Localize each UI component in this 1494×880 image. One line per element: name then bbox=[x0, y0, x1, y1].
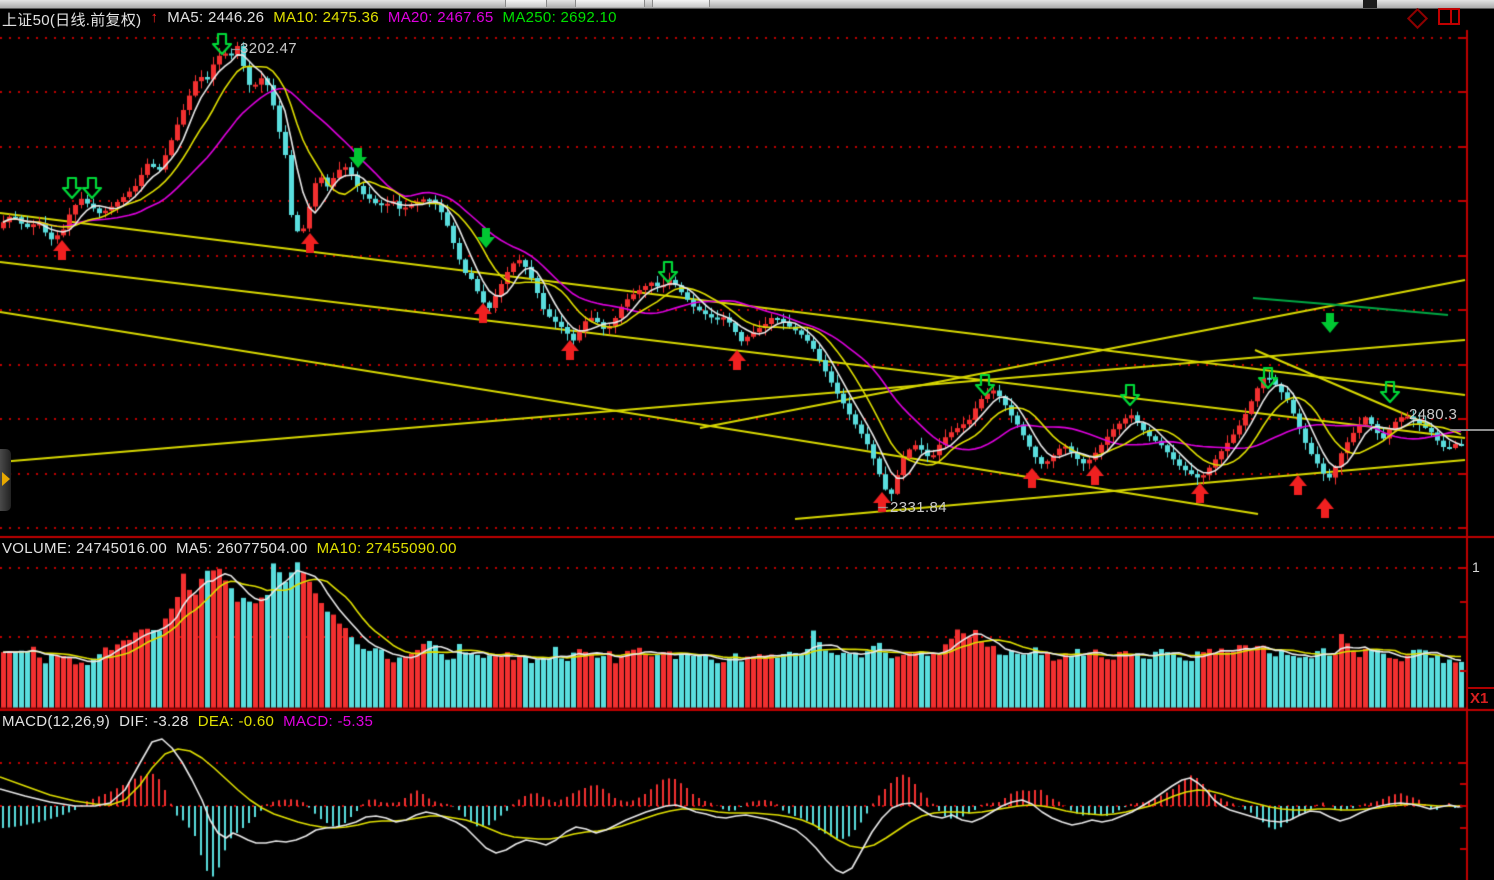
strip-gap bbox=[1363, 0, 1377, 8]
macd-name: MACD(12,26,9) bbox=[2, 713, 111, 730]
strip-button[interactable] bbox=[505, 0, 547, 7]
last-price-dash bbox=[1450, 429, 1494, 431]
dea-value: DEA: -0.60 bbox=[197, 713, 275, 730]
up-arrow-icon: ↑ bbox=[150, 9, 159, 26]
volume-legend: VOLUME: 24745016.00 MA5: 26077504.00 MA1… bbox=[2, 540, 457, 557]
ma5-value: MA5: 2446.26 bbox=[167, 9, 265, 26]
last-price-label: 2480.3 bbox=[1409, 406, 1458, 423]
instrument-title: 上证50(日线.前复权) bbox=[2, 12, 142, 29]
macd-legend: MACD(12,26,9) DIF: -3.28 DEA: -0.60 MACD… bbox=[2, 713, 373, 730]
left-scroll-handle[interactable] bbox=[0, 449, 11, 511]
window-top-strip bbox=[0, 0, 1494, 9]
volume-value: VOLUME: 24745016.00 bbox=[2, 540, 167, 557]
dif-value: DIF: -3.28 bbox=[119, 713, 189, 730]
ma10-value: MA10: 2475.36 bbox=[273, 9, 379, 26]
strip-button[interactable] bbox=[652, 0, 710, 7]
split-panes-icon[interactable] bbox=[1438, 8, 1460, 25]
main-chart-legend: 上证50(日线.前复权) ↑ MA5: 2446.26 MA10: 2475.3… bbox=[2, 9, 617, 30]
macd-value: MACD: -5.35 bbox=[283, 713, 374, 730]
ma20-value: MA20: 2467.65 bbox=[387, 9, 494, 26]
peak-price-label: 3202.47 bbox=[240, 40, 298, 57]
volume-axis-tick-label: 1 bbox=[1472, 559, 1480, 575]
ma250-value: MA250: 2692.10 bbox=[502, 9, 617, 26]
scroll-right-arrow-icon bbox=[2, 472, 10, 486]
volume-ma10-value: MA10: 27455090.00 bbox=[316, 540, 457, 557]
low-price-label: 2331.84 bbox=[890, 499, 948, 516]
strip-button[interactable] bbox=[575, 0, 645, 7]
scale-indicator-x1: X1 bbox=[1468, 687, 1494, 708]
volume-ma5-value: MA5: 26077504.00 bbox=[175, 540, 308, 557]
